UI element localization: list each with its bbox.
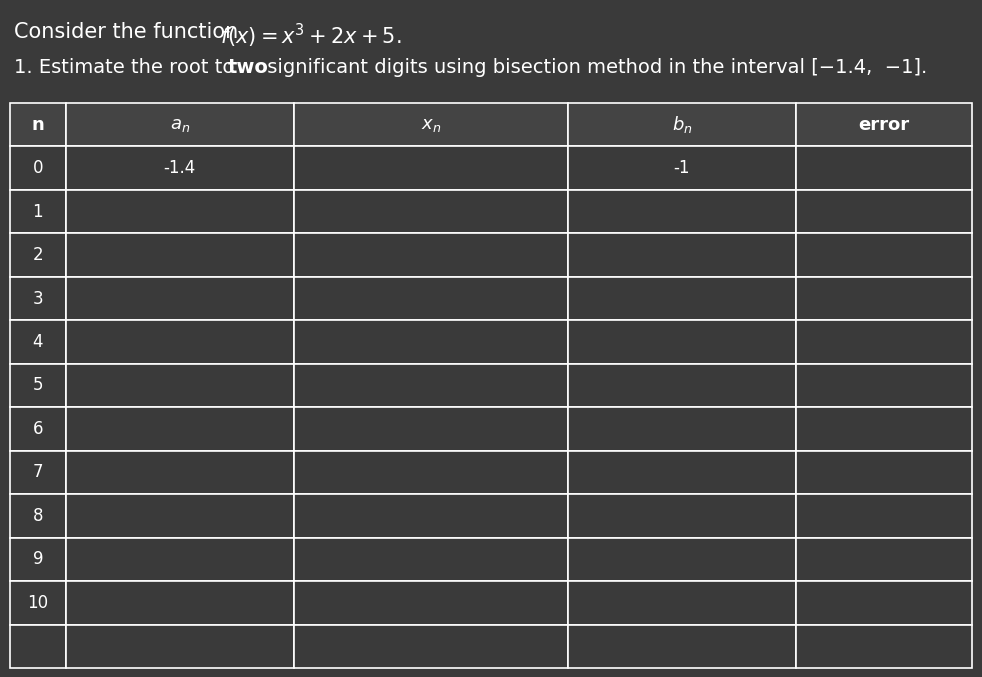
Bar: [294, 364, 568, 408]
Bar: [294, 581, 568, 625]
Bar: [10, 538, 66, 581]
Bar: [10, 408, 66, 451]
Bar: [796, 364, 972, 408]
Bar: [10, 581, 66, 625]
Text: $b_n$: $b_n$: [672, 114, 692, 135]
Bar: [10, 494, 66, 538]
Bar: [66, 320, 294, 364]
Text: 5: 5: [32, 376, 43, 395]
Text: -1.4: -1.4: [164, 159, 196, 177]
Bar: [568, 146, 796, 190]
Bar: [568, 103, 796, 146]
Bar: [66, 408, 294, 451]
Text: 7: 7: [32, 464, 43, 481]
Bar: [66, 146, 294, 190]
Bar: [796, 581, 972, 625]
Bar: [568, 234, 796, 277]
Text: 6: 6: [32, 420, 43, 438]
Bar: [66, 538, 294, 581]
Text: 8: 8: [32, 507, 43, 525]
Bar: [66, 234, 294, 277]
Bar: [568, 581, 796, 625]
Bar: [66, 494, 294, 538]
Bar: [796, 538, 972, 581]
Bar: [294, 103, 568, 146]
Text: $a_n$: $a_n$: [170, 116, 190, 134]
Bar: [294, 190, 568, 234]
Bar: [10, 364, 66, 408]
Bar: [796, 277, 972, 320]
Bar: [294, 408, 568, 451]
Bar: [568, 190, 796, 234]
Text: significant digits using bisection method in the interval [−1.4,  −1].: significant digits using bisection metho…: [261, 58, 927, 77]
Bar: [796, 408, 972, 451]
Text: 10: 10: [27, 594, 48, 612]
Bar: [10, 190, 66, 234]
Bar: [294, 234, 568, 277]
Bar: [796, 103, 972, 146]
Bar: [568, 408, 796, 451]
Bar: [568, 320, 796, 364]
Bar: [10, 625, 66, 668]
Bar: [294, 320, 568, 364]
Text: 1. Estimate the root to: 1. Estimate the root to: [14, 58, 241, 77]
Bar: [294, 494, 568, 538]
Bar: [568, 277, 796, 320]
Bar: [568, 451, 796, 494]
Bar: [568, 625, 796, 668]
Text: 9: 9: [32, 550, 43, 569]
Bar: [796, 234, 972, 277]
Text: $f(x) = x^3 + 2x + 5.$: $f(x) = x^3 + 2x + 5.$: [220, 22, 402, 50]
Text: 2: 2: [32, 246, 43, 264]
Text: Consider the function: Consider the function: [14, 22, 251, 42]
Bar: [568, 494, 796, 538]
Bar: [66, 451, 294, 494]
Bar: [66, 103, 294, 146]
Text: 1: 1: [32, 202, 43, 221]
Bar: [568, 364, 796, 408]
Text: -1: -1: [674, 159, 690, 177]
Bar: [294, 451, 568, 494]
Text: 4: 4: [32, 333, 43, 351]
Bar: [796, 625, 972, 668]
Text: 0: 0: [32, 159, 43, 177]
Bar: [66, 190, 294, 234]
Bar: [294, 277, 568, 320]
Bar: [66, 364, 294, 408]
Bar: [10, 103, 66, 146]
Text: n: n: [31, 116, 44, 134]
Bar: [66, 581, 294, 625]
Bar: [796, 190, 972, 234]
Bar: [796, 494, 972, 538]
Bar: [294, 625, 568, 668]
Bar: [796, 451, 972, 494]
Bar: [294, 538, 568, 581]
Bar: [10, 234, 66, 277]
Bar: [66, 277, 294, 320]
Bar: [568, 538, 796, 581]
Text: two: two: [228, 58, 269, 77]
Text: 3: 3: [32, 290, 43, 307]
Bar: [796, 320, 972, 364]
Bar: [294, 146, 568, 190]
Bar: [10, 320, 66, 364]
Bar: [796, 146, 972, 190]
Bar: [10, 146, 66, 190]
Text: $x_n$: $x_n$: [420, 116, 441, 134]
Bar: [10, 451, 66, 494]
Text: error: error: [858, 116, 909, 134]
Bar: [66, 625, 294, 668]
Bar: [10, 277, 66, 320]
